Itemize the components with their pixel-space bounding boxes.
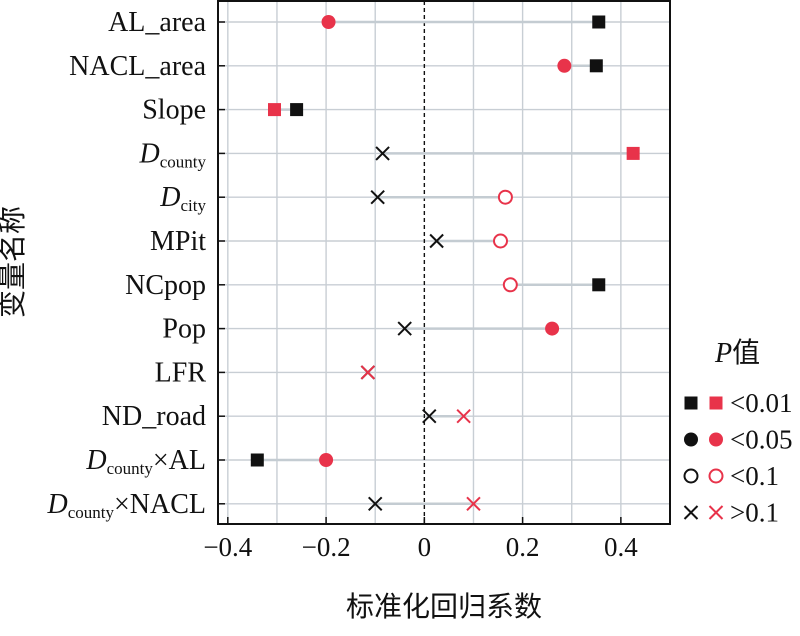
red-point (466, 496, 481, 512)
legend-label: >0.1 (730, 498, 779, 528)
y-tick-label-main: D (46, 489, 67, 520)
plot-frame (217, 0, 671, 525)
y-tick-label: Dcounty×NACL (46, 489, 206, 522)
y-tick-label: Dcounty (138, 138, 206, 171)
red-point (456, 408, 471, 424)
black-point (422, 408, 437, 424)
cross-stroke (370, 189, 385, 205)
legend-marker-black (683, 505, 699, 520)
cross-stroke (466, 496, 481, 512)
red-point (360, 365, 376, 380)
black-point (592, 15, 606, 29)
y-tick-label-main: D (159, 182, 180, 213)
cross-stroke (375, 146, 390, 161)
y-tick-label: Dcity (159, 182, 206, 215)
legend-label: <0.01 (730, 388, 792, 418)
x-tick-label: 0 (418, 532, 432, 562)
y-tick-label: MPit (150, 226, 206, 257)
y-axis-title: 变量名称 (0, 206, 29, 318)
gridlines (218, 1, 671, 524)
legend-marker-black (684, 396, 698, 410)
y-tick-label-main: D (85, 445, 106, 476)
y-tick-label: ND_road (102, 401, 206, 432)
x-tick-label: 0.2 (506, 532, 540, 562)
cross-stroke (683, 505, 699, 520)
y-tick-label: NCpop (125, 270, 206, 301)
cross-stroke (456, 408, 471, 424)
x-tick-label: 0.4 (604, 532, 638, 562)
data-points (250, 15, 640, 512)
x-tick-label: −0.2 (302, 532, 351, 562)
legend-marker-red (708, 468, 724, 484)
black-point (375, 146, 390, 161)
black-point (290, 103, 304, 117)
connector-lines (257, 20, 634, 506)
legend-marker-black (683, 468, 699, 484)
y-tick-label: Pop (162, 314, 206, 345)
red-point (268, 103, 281, 117)
legend-marker-red (708, 505, 724, 520)
legend-title-p: P (714, 338, 732, 369)
legend-marker-red (709, 432, 723, 447)
red-point (545, 321, 560, 336)
y-tick-label-suffix: ×AL (153, 445, 206, 476)
cross-stroke (708, 505, 724, 520)
red-point (319, 453, 334, 467)
cross-stroke (397, 321, 412, 336)
red-point (557, 58, 572, 73)
y-tick-label: Dcounty×AL (85, 445, 206, 478)
y-tick-label: LFR (155, 357, 207, 388)
x-tick-labels: −0.4 −0.2 0 0.2 0.4 (203, 532, 638, 562)
y-tick-label-subscript: county (160, 152, 207, 171)
legend-marker-red (709, 396, 723, 410)
cross-stroke (360, 365, 376, 380)
cross-stroke (429, 233, 444, 249)
y-tick-label-subscript: city (181, 196, 207, 215)
black-point (592, 278, 606, 292)
legend-title: P值 (714, 336, 760, 369)
legend-label: <0.1 (730, 461, 779, 491)
black-point (429, 233, 444, 249)
black-point (589, 59, 603, 73)
red-point (502, 277, 518, 293)
legend-label: <0.05 (730, 425, 792, 455)
black-point (370, 189, 385, 205)
y-tick-label: Slope (142, 95, 206, 126)
black-point (397, 321, 412, 336)
y-tick-label-subscript: county (107, 459, 154, 478)
y-tick-label: NACL_area (69, 51, 206, 82)
black-point (250, 453, 264, 467)
red-point (493, 233, 508, 249)
x-tick-label: −0.4 (203, 532, 252, 562)
legend-title-rest: 值 (732, 336, 760, 369)
y-tick-label-subscript: county (68, 503, 115, 522)
red-point (497, 189, 513, 205)
cross-stroke (422, 408, 437, 424)
red-point (321, 15, 336, 29)
x-axis-title: 标准化回归系数 (346, 590, 542, 623)
legend: P值 <0.01 <0.05 <0.1 >0.1 (683, 336, 792, 528)
y-tick-label-suffix: ×NACL (114, 489, 206, 520)
y-tick-label-main: D (138, 138, 159, 169)
y-tick-label: AL_area (108, 7, 207, 38)
y-tick-labels: AL_areaNACL_areaSlopeDcountyDcityMPitNCp… (46, 7, 206, 522)
legend-marker-black (684, 432, 698, 447)
cross-stroke (368, 496, 383, 512)
red-point (626, 146, 640, 160)
black-point (368, 496, 383, 512)
